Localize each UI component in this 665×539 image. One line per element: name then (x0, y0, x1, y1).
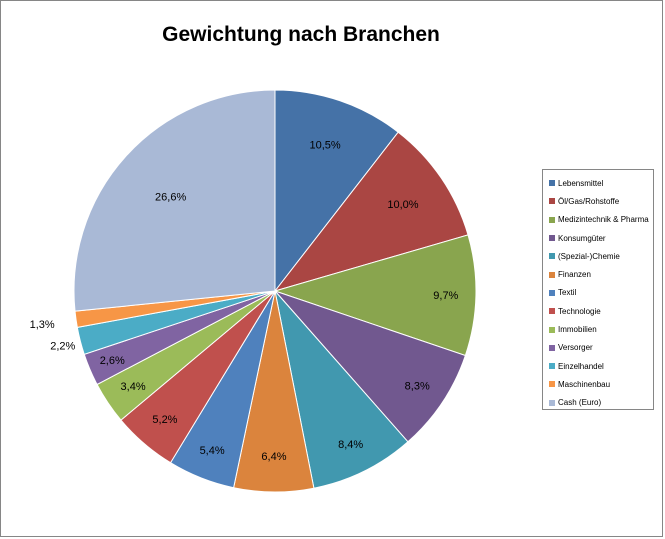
pie-slice (274, 89, 399, 293)
slice-data-label: 6,4% (261, 451, 286, 463)
slice-data-label: 5,4% (200, 445, 225, 457)
legend-label: (Spezial-)Chemie (558, 251, 620, 261)
legend-swatch (549, 363, 555, 370)
legend-item: Lebensmittel (549, 174, 653, 192)
slice-data-label: 2,6% (100, 355, 125, 367)
slice-data-label: 8,3% (405, 381, 430, 393)
legend-label: Versorger (558, 343, 593, 353)
legend-swatch (549, 326, 555, 333)
legend-item: Cash (Euro) (549, 394, 653, 412)
legend-item: Technologie (549, 302, 653, 320)
slice-data-label: 26,6% (155, 192, 186, 204)
legend-swatch (549, 216, 555, 223)
legend-item: Öl/Gas/Rohstoffe (549, 192, 653, 210)
legend-label: Öl/Gas/Rohstoffe (558, 196, 620, 206)
legend-label: Technologie (558, 306, 601, 316)
chart-title: Gewichtung nach Branchen (162, 23, 440, 46)
legend-swatch (549, 271, 555, 278)
legend-label: Finanzen (558, 270, 591, 280)
legend-label: Cash (Euro) (558, 398, 602, 408)
pie-slice (273, 289, 467, 443)
pie-slice (73, 89, 276, 312)
legend: Lebensmittel Öl/Gas/Rohstoffe Medizintechn… (542, 169, 654, 410)
legend-swatch (549, 381, 555, 388)
slice-data-label: 8,4% (338, 439, 363, 451)
legend-swatch (549, 289, 555, 296)
legend-item: Konsumgüter (549, 229, 653, 247)
legend-item: Immobilien (549, 320, 653, 338)
slice-data-label: 3,4% (121, 381, 146, 393)
legend-item: Textil (549, 284, 653, 302)
legend-swatch (549, 198, 555, 205)
legend-item: Versorger (549, 339, 653, 357)
legend-label: Einzelhandel (558, 361, 604, 371)
legend-label: Konsumgüter (558, 233, 606, 243)
legend-label: Medizintechnik & Pharma (558, 215, 649, 225)
legend-swatch (549, 344, 555, 351)
legend-item: Maschinenbau (549, 375, 653, 393)
slice-data-label: 1,3% (30, 319, 55, 331)
slice-data-label: 9,7% (433, 290, 458, 302)
slice-data-label: 10,5% (310, 140, 341, 152)
legend-label: Textil (558, 288, 577, 298)
legend-swatch (549, 235, 555, 242)
legend-item: Finanzen (549, 265, 653, 283)
pie-slice (273, 234, 477, 357)
legend-swatch (549, 399, 555, 406)
legend-label: Maschinenbau (558, 379, 611, 389)
slice-data-label: 10,0% (387, 199, 418, 211)
pie-slice (274, 289, 409, 489)
legend-item: Medizintechnik & Pharma (549, 211, 653, 229)
legend-swatch (549, 253, 555, 260)
slice-data-label: 2,2% (50, 340, 75, 352)
slice-data-label: 5,2% (152, 414, 177, 426)
legend-item: (Spezial-)Chemie (549, 247, 653, 265)
pie-slice (273, 131, 469, 292)
legend-swatch (549, 180, 555, 187)
legend-item: Einzelhandel (549, 357, 653, 375)
legend-label: Lebensmittel (558, 178, 604, 188)
legend-swatch (549, 308, 555, 315)
legend-label: Immobilien (558, 325, 597, 335)
